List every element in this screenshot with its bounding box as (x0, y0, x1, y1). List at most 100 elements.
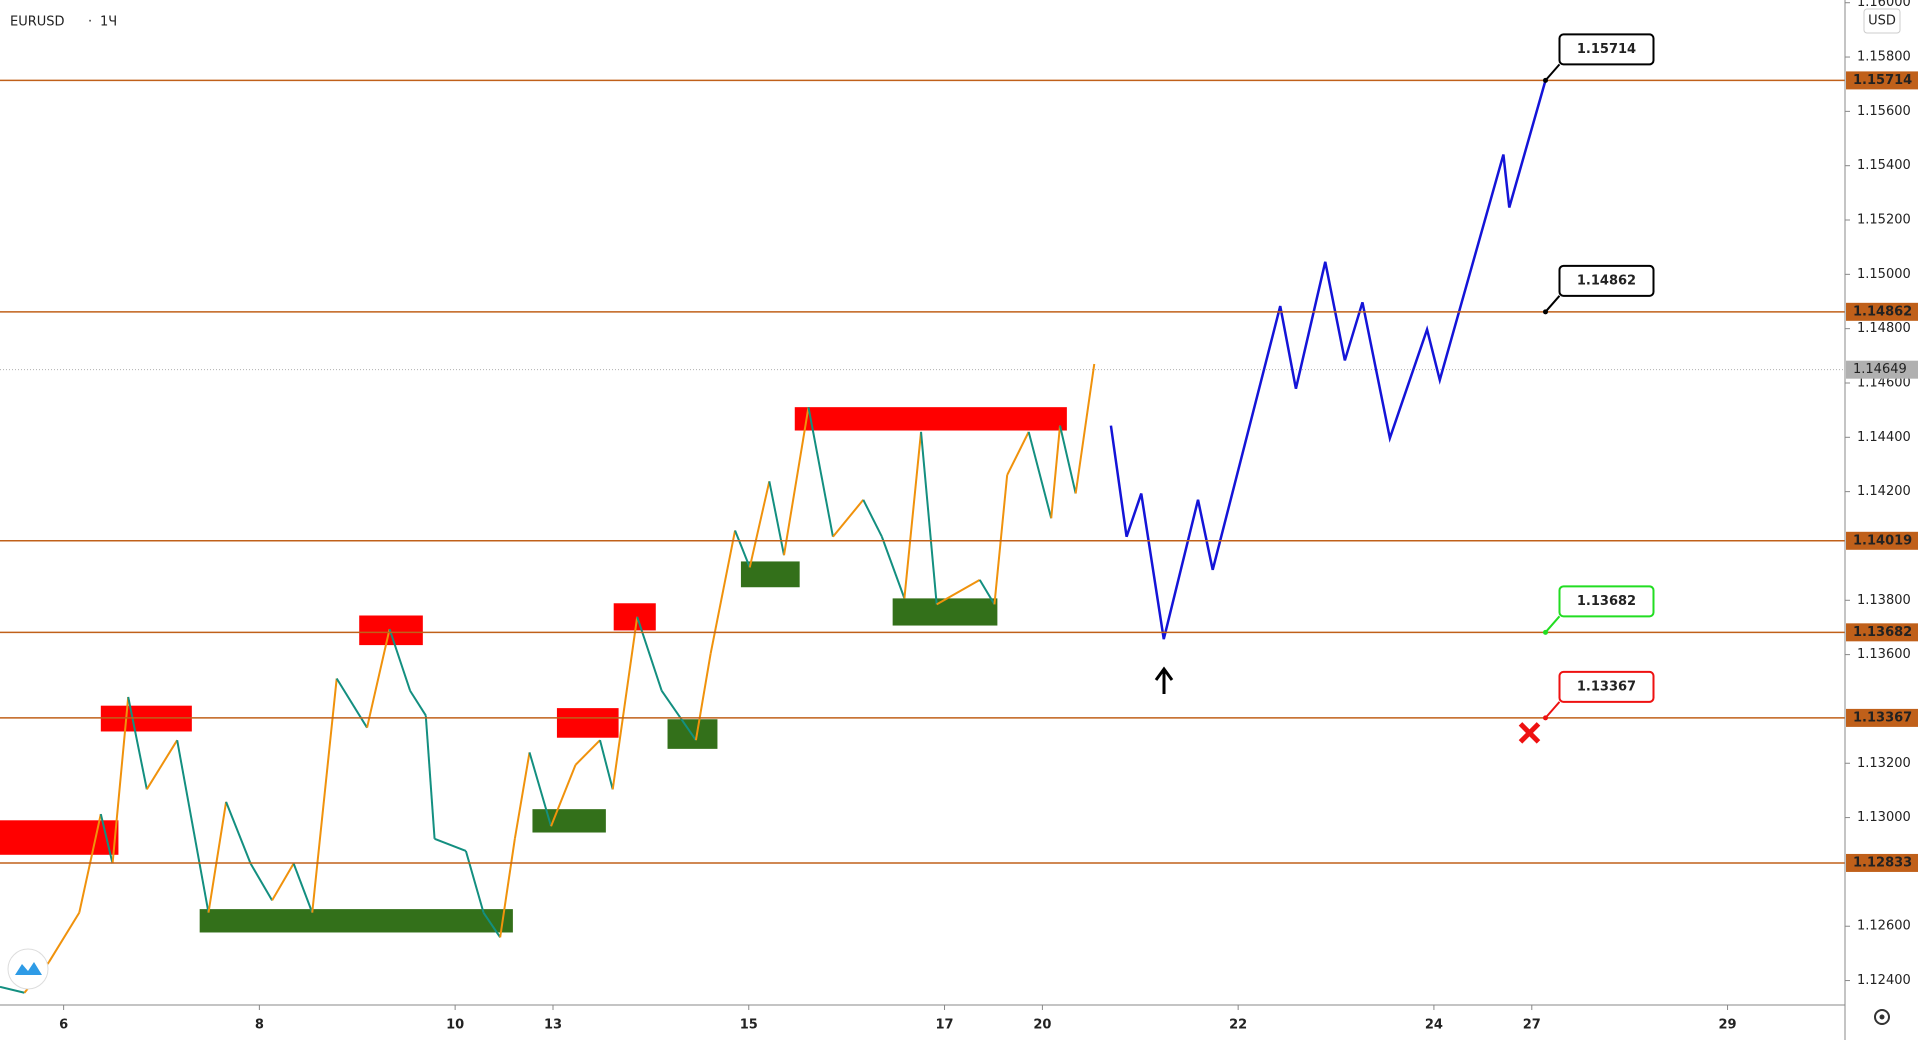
price-segment (783, 406, 810, 556)
callout-pointer (1544, 63, 1561, 82)
separator: · (88, 15, 92, 30)
y-tick-label: 1.14200 (1857, 484, 1911, 499)
price-segment (1027, 431, 1053, 519)
logo (7, 948, 49, 990)
price-segment (694, 653, 712, 741)
price-segment (709, 530, 737, 654)
x-tick-label: 22 (1229, 1018, 1247, 1033)
level-tag-label: 1.13367 (1853, 710, 1912, 725)
price-segment (636, 616, 663, 692)
x-tick-label: 24 (1425, 1018, 1443, 1033)
price-segment (807, 406, 834, 537)
price-segment (176, 739, 210, 913)
price-segment (271, 862, 295, 901)
price-segment (574, 739, 601, 766)
callout-box (1558, 264, 1655, 297)
currency-box[interactable] (1863, 8, 1901, 34)
level-tag (1846, 708, 1918, 727)
price-segment (48, 912, 81, 963)
zone (613, 603, 656, 631)
price-segment (660, 690, 697, 741)
price-segment (207, 801, 228, 913)
price-segment (832, 499, 865, 538)
zone (359, 615, 423, 646)
level-tag-label: 1.15714 (1853, 73, 1912, 88)
price-segment (249, 862, 273, 901)
y-tick-label: 1.15000 (1857, 267, 1911, 282)
y-tick-label: 1.14600 (1857, 375, 1911, 390)
callout-label: 1.14862 (1577, 273, 1636, 288)
price-segment (366, 628, 391, 728)
price-segment (388, 628, 412, 692)
stop-cross (1518, 722, 1541, 744)
callout-box (1558, 670, 1655, 703)
price-segment (434, 837, 467, 852)
callout-anchor (1542, 715, 1548, 721)
price-segment (1050, 425, 1062, 519)
projection-line (1109, 80, 1547, 640)
price-segment (424, 715, 436, 839)
y-tick-label: 1.12400 (1857, 973, 1911, 988)
level-tag (1846, 71, 1918, 90)
callout-pointer (1544, 701, 1561, 719)
price-segment (550, 764, 577, 827)
level-tag (1846, 623, 1918, 642)
x-tick-label: 8 (255, 1018, 264, 1033)
price-segment (862, 499, 883, 538)
price-segment (936, 579, 981, 606)
x-tick-label: 29 (1718, 1018, 1736, 1033)
y-tick-label: 1.15800 (1857, 50, 1911, 65)
level-tag (1846, 853, 1918, 872)
y-tick-label: 1.13000 (1857, 810, 1911, 825)
price-segment (903, 431, 923, 599)
price-segment (335, 677, 368, 729)
y-tick-label: 1.15600 (1857, 104, 1911, 119)
last-price-label: 1.14649 (1853, 362, 1907, 377)
callout-pointer (1544, 615, 1561, 633)
y-tick-label: 1.12600 (1857, 919, 1911, 934)
price-segment (920, 431, 938, 605)
callout-anchor (1542, 629, 1548, 635)
cross-stroke (1518, 722, 1541, 744)
price-segment (599, 739, 614, 790)
callout-anchor (1542, 309, 1548, 315)
price-segment (768, 481, 785, 556)
y-tick-label: 1.13800 (1857, 593, 1911, 608)
price-segment (145, 739, 179, 790)
level-tag-label: 1.14862 (1853, 304, 1912, 319)
currency: USD (1868, 14, 1896, 29)
price-segment (292, 863, 314, 914)
x-tick-label: 6 (59, 1018, 68, 1033)
price-segment (611, 616, 639, 790)
price-segment (0, 985, 25, 994)
zone (892, 598, 998, 626)
zone (199, 909, 513, 933)
x-tick-label: 20 (1033, 1018, 1051, 1033)
zone (556, 708, 619, 738)
price-segment (409, 690, 427, 716)
callout-pointer (1544, 295, 1561, 313)
y-tick-label: 1.15200 (1857, 213, 1911, 228)
price-segment (513, 752, 531, 839)
y-tick-label: 1.13200 (1857, 756, 1911, 771)
level-tag-label: 1.13682 (1853, 625, 1912, 640)
price-segment (748, 481, 771, 568)
level-tag-label: 1.12833 (1853, 855, 1912, 870)
x-tick-label: 17 (935, 1018, 953, 1033)
settings-icon[interactable] (1874, 1009, 1890, 1025)
last-price-tag (1846, 360, 1918, 379)
x-tick-label: 10 (446, 1018, 464, 1033)
interval: 1Ч (100, 15, 117, 30)
price-segment (464, 850, 485, 913)
price-segment (1006, 431, 1030, 476)
plot-area (0, 63, 1845, 994)
x-tick-label: 13 (544, 1018, 562, 1033)
price-segment (99, 813, 114, 864)
price-segment (1074, 363, 1096, 494)
level-tag (1846, 302, 1918, 321)
callout-label: 1.15714 (1577, 42, 1636, 57)
y-tick-label: 1.14400 (1857, 430, 1911, 445)
